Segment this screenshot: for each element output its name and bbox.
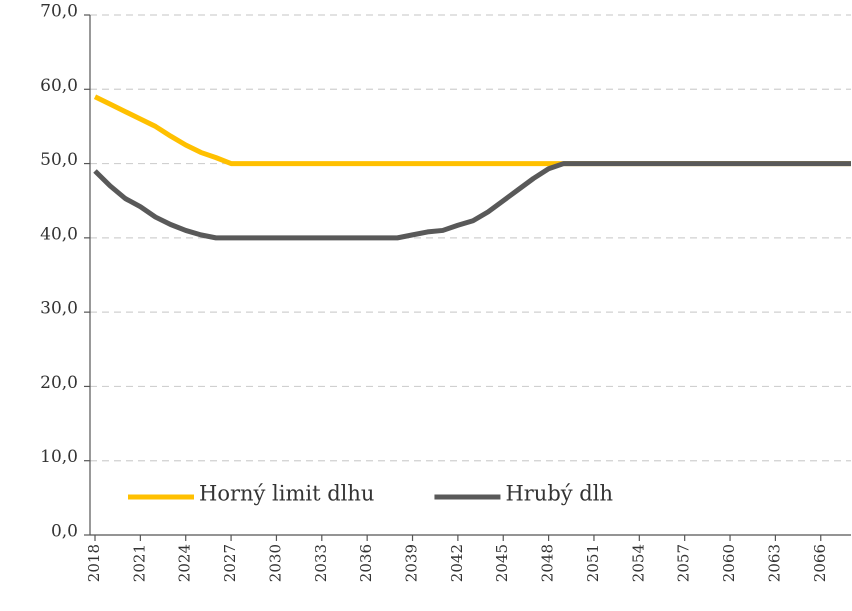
y-tick-label: 50,0	[40, 150, 78, 170]
y-tick-label: 0,0	[51, 522, 78, 542]
x-tick-label: 2018	[85, 544, 103, 582]
x-tick-label: 2066	[811, 544, 829, 582]
x-tick-label: 2027	[221, 544, 239, 582]
x-tick-label: 2042	[448, 544, 466, 582]
x-tick-label: 2039	[403, 544, 421, 582]
x-tick-label: 2030	[266, 544, 284, 582]
x-tick-label: 2033	[312, 544, 330, 582]
x-tick-label: 2063	[765, 544, 783, 582]
legend-label: Horný limit dlhu	[199, 482, 374, 506]
legend-label: Hrubý dlh	[505, 482, 613, 506]
x-tick-label: 2021	[130, 544, 148, 582]
x-tick-label: 2036	[357, 544, 375, 582]
x-tick-label: 2057	[675, 544, 693, 582]
y-tick-label: 30,0	[40, 299, 78, 319]
series-line	[93, 161, 851, 241]
x-tick-label: 2024	[176, 544, 194, 582]
x-tick-label: 2051	[584, 544, 602, 582]
x-tick-label: 2054	[629, 544, 647, 582]
y-tick-label: 60,0	[40, 76, 78, 96]
y-tick-label: 20,0	[40, 373, 78, 393]
y-tick-label: 70,0	[40, 2, 78, 22]
y-tick-label: 10,0	[40, 447, 78, 467]
series-line	[93, 94, 851, 167]
x-tick-label: 2045	[493, 544, 511, 582]
y-tick-label: 40,0	[40, 224, 78, 244]
x-tick-label: 2048	[539, 544, 557, 582]
x-tick-label: 2060	[720, 544, 738, 582]
